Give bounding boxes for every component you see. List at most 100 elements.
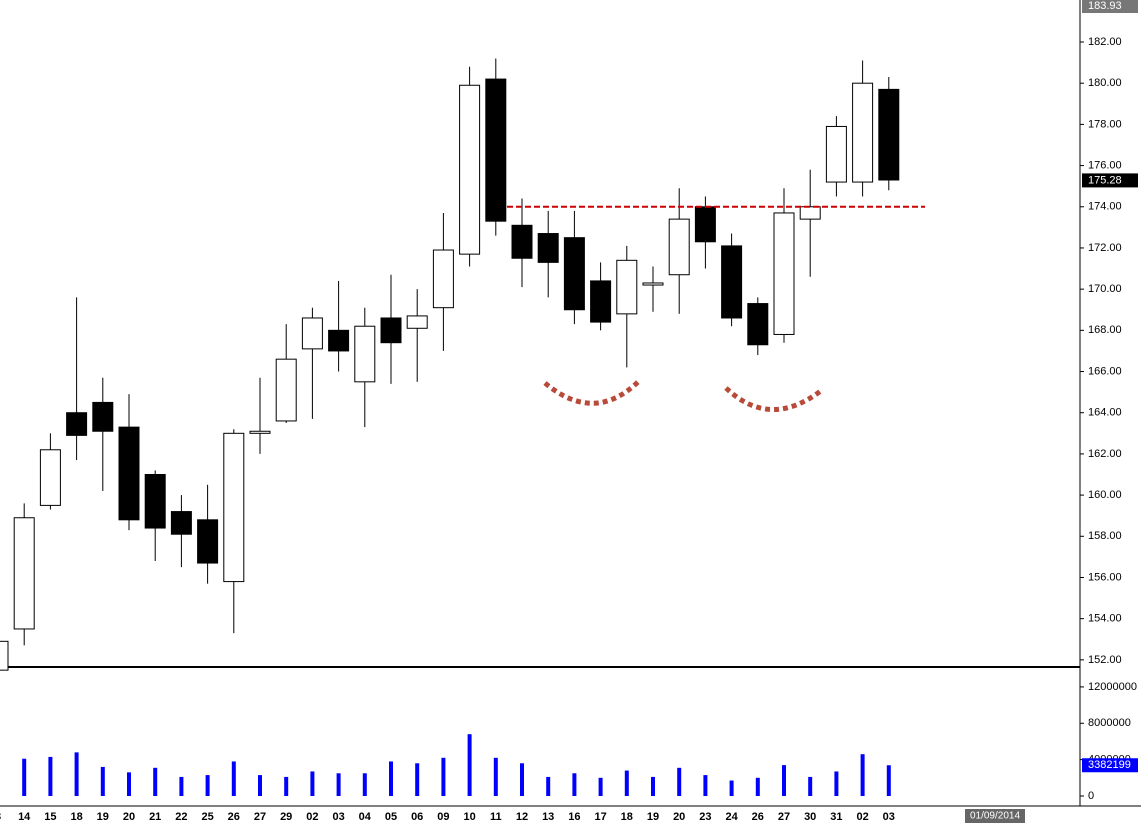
volume-bar <box>153 767 158 796</box>
last-price-box <box>1082 173 1138 188</box>
volume-bar <box>284 776 289 796</box>
x-tick-label: 22 <box>175 811 187 823</box>
candle-body <box>511 224 533 259</box>
candle-body <box>13 517 35 630</box>
y-tick-label: 156.00 <box>1088 571 1122 583</box>
volume-bar <box>651 776 655 796</box>
x-tick-label: 3 <box>0 811 1 823</box>
candle-body <box>694 206 716 243</box>
candle-body <box>144 473 166 529</box>
x-tick-label: 09 <box>437 811 449 823</box>
candle-body <box>275 358 297 422</box>
x-tick-label: 18 <box>621 811 633 823</box>
top-value: 183.93 <box>1088 0 1122 12</box>
date-label: 01/09/2014 <box>970 811 1020 822</box>
x-tick-label: 15 <box>44 811 56 823</box>
volume-bar <box>703 775 708 796</box>
candle-body <box>563 237 585 311</box>
candle-body <box>328 329 350 352</box>
volume-bar <box>572 773 577 796</box>
candle-body <box>118 426 140 521</box>
volume-bar <box>362 773 367 796</box>
x-tick-label: 02 <box>306 811 318 823</box>
y2-tick-label: 0 <box>1088 790 1094 802</box>
y-tick-label: 162.00 <box>1088 448 1122 460</box>
y-tick-label: 166.00 <box>1088 365 1122 377</box>
x-tick-label: 18 <box>70 811 82 823</box>
y2-tick-label: 8000000 <box>1088 717 1131 729</box>
volume-bar <box>205 775 210 796</box>
x-tick-label: 16 <box>568 811 580 823</box>
x-tick-label: 14 <box>18 811 31 823</box>
candle-body <box>0 640 9 671</box>
candle-body <box>249 430 271 434</box>
x-tick-label: 27 <box>254 811 266 823</box>
trough-marker <box>543 378 642 406</box>
volume-bar <box>834 771 839 796</box>
x-tick-label: 05 <box>385 811 397 823</box>
last-volume-box <box>1082 758 1138 773</box>
y-tick-label: 172.00 <box>1088 242 1122 254</box>
candle-body <box>878 88 900 181</box>
y-tick-label: 164.00 <box>1088 407 1122 419</box>
y-tick-label: 170.00 <box>1088 283 1122 295</box>
candle-body <box>616 259 638 315</box>
y-tick-label: 152.00 <box>1088 654 1122 666</box>
y-tick-label: 158.00 <box>1088 530 1122 542</box>
x-tick-label: 25 <box>201 811 213 823</box>
x-tick-label: 26 <box>752 811 764 823</box>
volume-bar <box>258 775 262 796</box>
candle-body <box>39 449 61 506</box>
x-tick-label: 03 <box>332 811 344 823</box>
volume-bar <box>100 766 105 796</box>
x-tick-label: 24 <box>725 811 738 823</box>
y-tick-label: 178.00 <box>1088 118 1122 130</box>
candle-body <box>92 401 114 432</box>
candle-body <box>747 303 769 346</box>
x-tick-label: 12 <box>516 811 528 823</box>
y-tick-label: 160.00 <box>1088 489 1122 501</box>
candle-body <box>590 280 612 323</box>
volume-bar <box>886 765 891 796</box>
volume-bar <box>860 754 865 796</box>
candle-body <box>799 206 821 220</box>
candle-body <box>66 412 88 436</box>
volume-bar <box>782 765 786 796</box>
x-tick-label: 04 <box>359 811 372 823</box>
candle-body <box>354 325 376 383</box>
y-tick-label: 180.00 <box>1088 77 1122 89</box>
y2-tick-label: 12000000 <box>1088 681 1137 693</box>
volume-bar <box>755 777 760 796</box>
volume-bar <box>441 757 446 796</box>
x-tick-label: 03 <box>883 811 895 823</box>
candle-body <box>223 432 245 583</box>
volume-bar <box>74 752 79 796</box>
candle-body <box>380 317 402 344</box>
trough-marker <box>724 386 824 412</box>
x-tick-label: 30 <box>804 811 816 823</box>
volume-bar <box>415 763 420 796</box>
x-tick-label: 19 <box>647 811 659 823</box>
candle-body <box>406 315 428 329</box>
volume-bar <box>310 771 315 796</box>
volume-bar <box>231 761 236 796</box>
candle-body <box>773 212 795 335</box>
volume-bar <box>127 772 131 796</box>
candle-body <box>537 233 559 263</box>
y-tick-label: 176.00 <box>1088 159 1122 171</box>
x-tick-label: 27 <box>778 811 790 823</box>
last-price: 175.28 <box>1088 174 1122 186</box>
volume-bar <box>336 773 341 796</box>
volume-bar <box>48 756 53 796</box>
candle-body <box>301 317 323 350</box>
x-tick-label: 20 <box>123 811 135 823</box>
x-tick-label: 21 <box>149 811 161 823</box>
x-tick-label: 02 <box>856 811 868 823</box>
candle-body <box>642 282 664 286</box>
volume-bar <box>729 780 734 796</box>
candle-body <box>459 84 481 255</box>
candle-body <box>170 511 192 535</box>
volume-bar <box>179 776 184 796</box>
volume-bar <box>22 758 27 796</box>
y-tick-label: 168.00 <box>1088 324 1122 336</box>
